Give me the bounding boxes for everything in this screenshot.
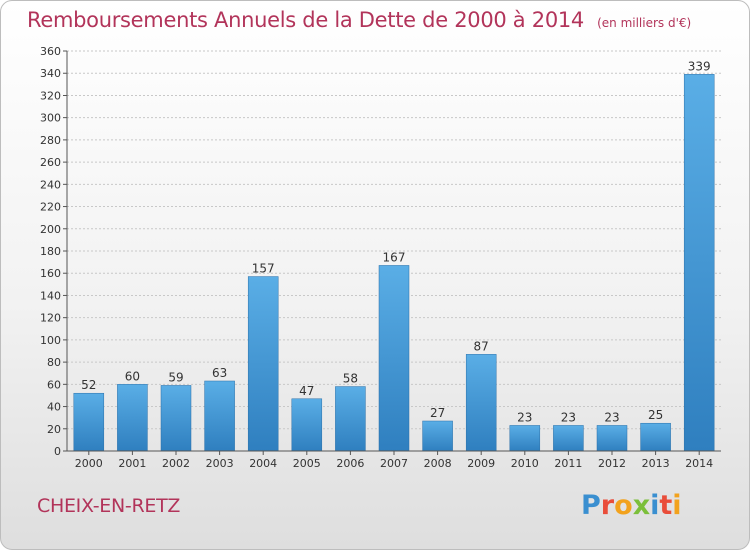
x-tick-label: 2013 [642,457,670,470]
chart-title: Remboursements Annuels de la Dette de 20… [27,8,584,32]
data-label: 339 [688,59,711,73]
bar [509,425,541,452]
x-tick-label: 2000 [75,457,103,470]
chart-title-block: Remboursements Annuels de la Dette de 20… [27,8,691,32]
data-label: 157 [252,262,275,276]
bar [553,425,584,452]
bar [683,74,715,452]
bar [422,420,453,452]
logo-letter: r [600,490,615,521]
y-tick-label: 80 [47,356,61,369]
x-tick-label: 2007 [380,457,408,470]
bar [247,276,279,452]
bar [291,398,323,452]
bar [596,425,628,452]
y-tick-label: 200 [40,223,61,236]
y-tick-label: 160 [40,267,61,280]
y-tick-label: 240 [40,178,61,191]
data-label: 25 [648,408,663,422]
y-tick-label: 0 [54,445,61,458]
data-label: 60 [125,369,140,383]
data-label: 167 [383,250,406,264]
x-tick-label: 2002 [162,457,190,470]
y-tick-label: 320 [40,89,61,102]
bar [160,385,192,452]
y-tick-label: 20 [47,423,61,436]
y-tick-label: 40 [47,401,61,414]
data-label: 47 [299,384,314,398]
y-tick-label: 360 [40,45,61,58]
y-tick-label: 100 [40,334,61,347]
data-label: 23 [604,410,619,424]
data-label: 23 [561,410,576,424]
x-tick-label: 2008 [424,457,452,470]
x-tick-label: 2014 [685,457,713,470]
logo-letter: P [581,490,601,521]
bar [378,265,410,452]
x-tick-label: 2004 [249,457,277,470]
logo-letter: i [650,490,660,521]
proxiti-logo: Proxiti [581,490,682,521]
y-tick-label: 140 [40,289,61,302]
logo-letter: x [632,490,651,521]
x-tick-label: 2009 [467,457,495,470]
data-label: 52 [81,378,96,392]
bar [335,386,366,452]
y-tick-label: 220 [40,201,61,214]
y-axis: 0 20 40 60 80 100 120 140 160 180 200 220 240 260 280 3… [40,45,68,458]
y-tick-label: 180 [40,245,61,258]
x-tick-label: 2011 [554,457,582,470]
y-tick-label: 120 [40,312,61,325]
chart-unit-label: (en milliers d'€) [597,16,692,30]
data-label: 87 [474,339,489,353]
logo-letter: i [672,490,682,521]
x-tick-label: 2005 [293,457,321,470]
x-tick-label: 2001 [118,457,146,470]
logo-letter: t [659,490,673,521]
data-label: 63 [212,366,227,380]
x-axis: 2000 2001 2002 2003 2004 2005 2006 2007 2008 2009… [67,450,721,470]
x-tick-label: 2003 [206,457,234,470]
bar [640,422,671,452]
x-tick-label: 2006 [336,457,364,470]
y-tick-label: 260 [40,156,61,169]
x-tick-label: 2010 [511,457,539,470]
x-tick-label: 2012 [598,457,626,470]
logo-letter: o [614,490,633,521]
data-label: 27 [430,406,445,420]
data-label: 23 [517,410,532,424]
bar [204,380,235,452]
bars: 52 60 59 63 157 47 58 167 27 87 23 23 23 25 339 [73,59,715,452]
y-tick-label: 340 [40,67,61,80]
data-label: 59 [168,370,183,384]
location-label: CHEIX-EN-RETZ [37,495,181,517]
bar [73,392,105,452]
y-tick-label: 300 [40,112,61,125]
y-tick-label: 60 [47,378,61,391]
bar [117,384,148,452]
y-tick-label: 280 [40,134,61,147]
bar [465,354,497,452]
data-label: 58 [343,372,358,386]
